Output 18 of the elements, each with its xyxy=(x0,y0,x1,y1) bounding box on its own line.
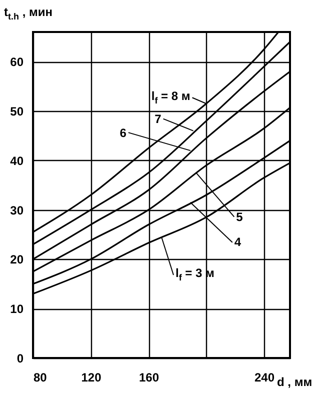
x-tick-label: 240 xyxy=(254,370,275,384)
x-tick-label: 80 xyxy=(34,370,48,384)
annotation: 5 xyxy=(236,210,243,224)
y-tick-label: 30 xyxy=(10,203,24,218)
annotation: 6 xyxy=(120,126,126,140)
y-axis-title: t$_{t.h}$ , мин xyxy=(4,5,53,22)
y-tick-label: 40 xyxy=(10,154,24,168)
annotation: 4 xyxy=(234,235,242,250)
annotation: 7 xyxy=(154,112,162,126)
x-tick-label: 160 xyxy=(138,370,160,384)
y-tick-label: 50 xyxy=(10,104,24,119)
y-tick-label: 10 xyxy=(10,302,24,316)
x-tick-label: 120 xyxy=(81,370,102,384)
y-tick-label: 60 xyxy=(10,55,24,70)
x-axis-title: d , мм xyxy=(277,375,312,389)
y-tick-label: 20 xyxy=(10,252,24,267)
annotation: l$_{f}$ = 8 м xyxy=(151,88,190,106)
y-tick-label: 0 xyxy=(16,352,24,366)
